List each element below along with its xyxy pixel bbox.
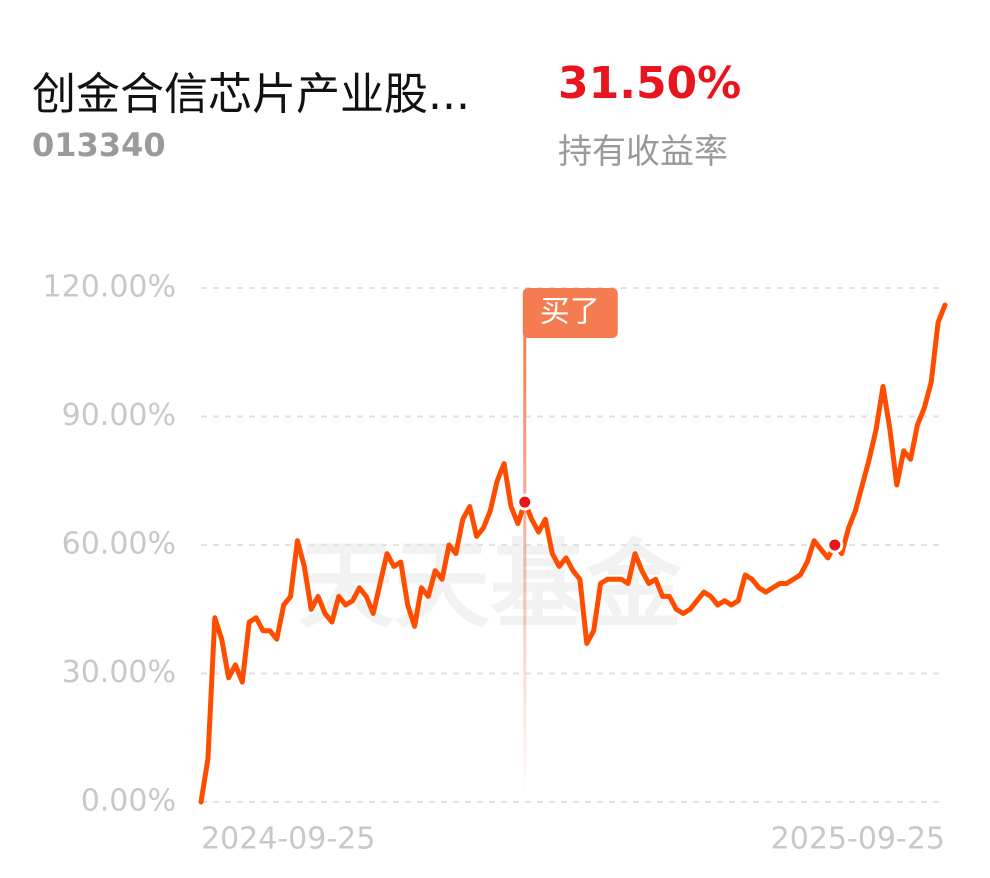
y-tick-label: 0.00% (81, 784, 176, 819)
line-series (198, 302, 948, 805)
x-tick-label: 2025-09-25 (771, 822, 945, 857)
annotation-flag (522, 288, 618, 338)
annotation-text: 买了 (540, 295, 600, 330)
watermark: 天天基金 (298, 529, 683, 641)
y-tick-label: 120.00% (43, 270, 176, 305)
y-tick-label: 30.00% (62, 655, 176, 690)
x-tick-label: 2024-09-25 (201, 822, 375, 857)
return-value: 31.50% (558, 58, 742, 109)
y-tick-label: 60.00% (62, 527, 176, 562)
point-marker (826, 536, 844, 554)
return-label: 持有收益率 (558, 132, 728, 172)
fund-code: 013340 (32, 126, 166, 164)
point-marker (516, 493, 534, 511)
y-tick-label: 90.00% (62, 398, 176, 433)
fund-title: 创金合信芯片产业股... (32, 69, 470, 120)
annotation-line (523, 330, 527, 797)
